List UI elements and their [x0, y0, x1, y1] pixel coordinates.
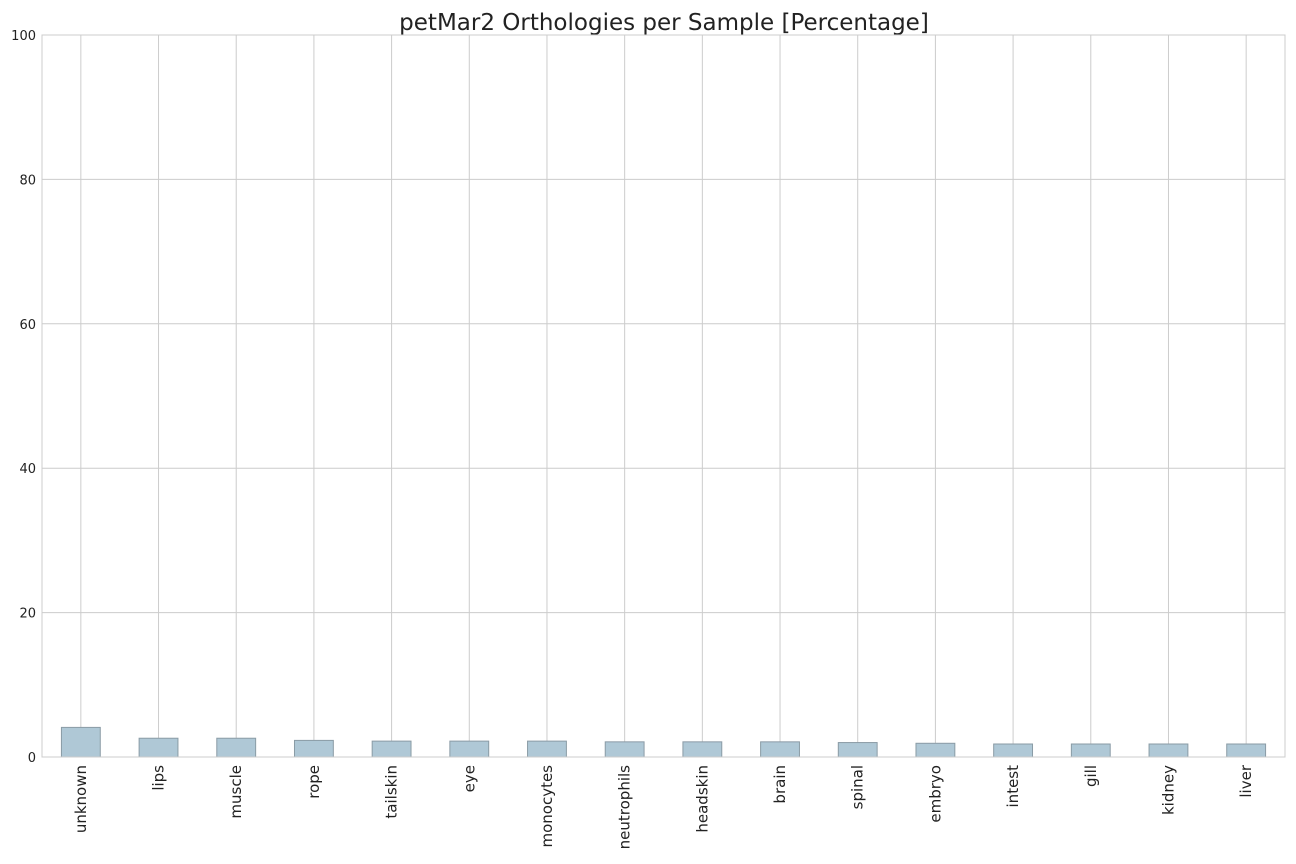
x-tick-label: rope: [305, 765, 323, 799]
bar-spinal: [837, 742, 878, 758]
x-tick-label: monocytes: [538, 765, 556, 848]
bar-neutrophils: [604, 741, 645, 758]
bar-lips: [138, 737, 179, 758]
x-tick-label: muscle: [227, 765, 245, 819]
x-tick-label: brain: [771, 765, 789, 804]
bars-layer: [60, 726, 1267, 758]
y-tick-label: 100: [11, 29, 36, 44]
x-tick-label: tailskin: [383, 765, 401, 819]
bar-eye: [449, 740, 490, 758]
bar-brain: [760, 741, 800, 758]
bar-gill: [1070, 743, 1111, 758]
bar-intest: [993, 743, 1034, 758]
bar-headskin: [682, 741, 723, 758]
x-tick-label: headskin: [693, 765, 711, 833]
y-tick-label: 40: [19, 462, 36, 477]
y-axis-ticks: 0 20 40 60 80 100: [11, 29, 36, 766]
x-axis-ticks: unknown lips muscle rope tailskin eye monocyte…: [72, 764, 1255, 849]
grid-layer: [42, 34, 1285, 758]
bar-tailskin: [371, 740, 412, 758]
x-tick-label: embryo: [926, 765, 944, 823]
y-tick-label: 80: [19, 173, 36, 188]
bar-kidney: [1148, 743, 1189, 758]
x-tick-label: eye: [460, 765, 478, 792]
x-tick-label: lips: [150, 765, 168, 791]
y-tick-label: 60: [19, 318, 36, 333]
x-tick-label: gill: [1082, 765, 1100, 787]
bar-embryo: [915, 742, 956, 758]
y-tick-label: 0: [28, 751, 36, 766]
x-tick-label: spinal: [849, 765, 867, 809]
bar-muscle: [216, 737, 257, 758]
bar-monocytes: [527, 740, 567, 758]
x-tick-label: intest: [1004, 765, 1022, 808]
x-tick-label: kidney: [1159, 765, 1177, 815]
bar-unknown: [60, 726, 101, 758]
x-tick-label: liver: [1237, 764, 1255, 797]
bar-liver: [1226, 743, 1267, 758]
plot-frame: [41, 34, 1286, 758]
x-tick-label: unknown: [72, 765, 90, 833]
chart-title: petMar2 Orthologies per Sample [Percenta…: [399, 10, 929, 36]
bar-rope: [293, 739, 334, 758]
x-tick-label: neutrophils: [616, 765, 634, 850]
y-tick-label: 20: [19, 607, 36, 622]
